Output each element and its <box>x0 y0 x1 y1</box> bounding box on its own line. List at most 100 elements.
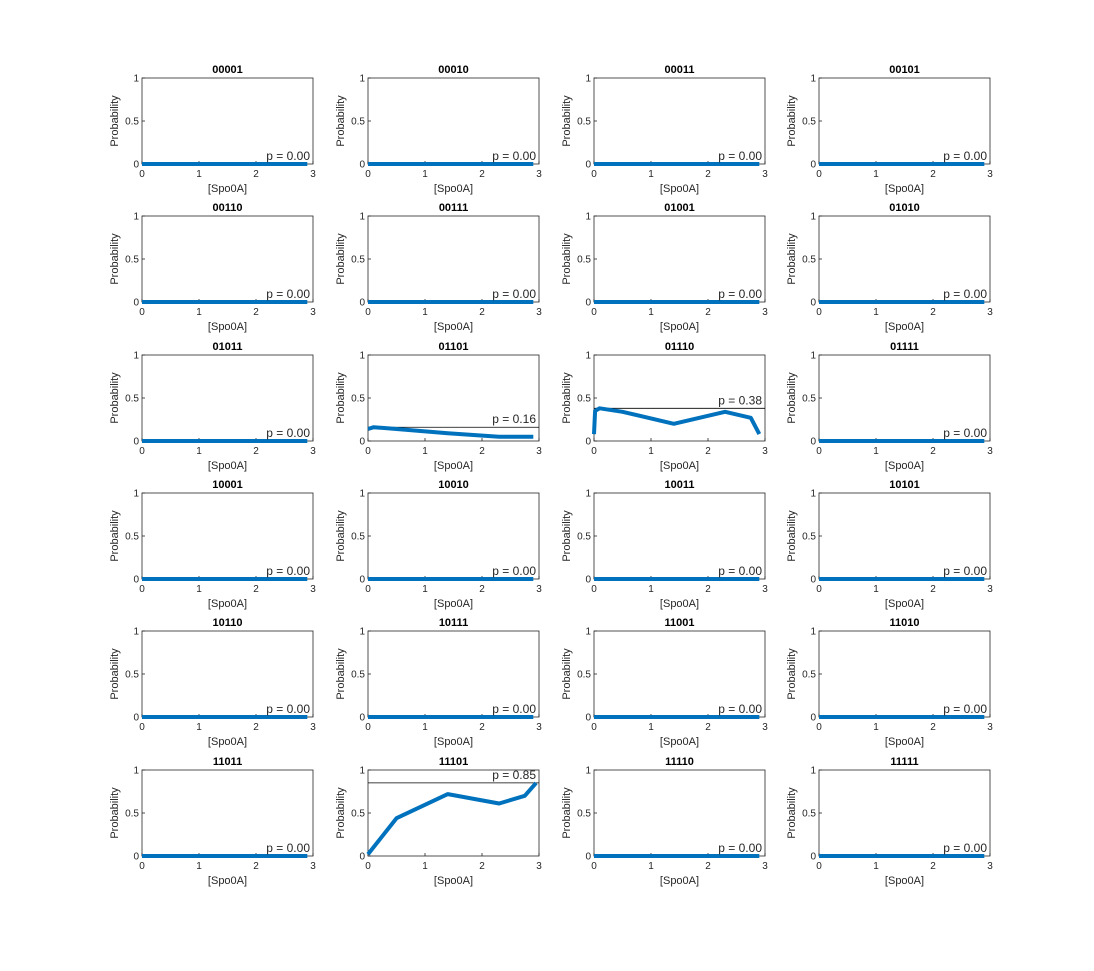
x-tick-label: 3 <box>987 584 993 595</box>
y-tick-label: 0 <box>585 160 591 171</box>
x-tick-label: 1 <box>873 446 879 457</box>
x-tick-label: 1 <box>873 722 879 733</box>
x-tick-label: 3 <box>536 722 542 733</box>
y-tick-label: 0 <box>810 575 816 586</box>
x-tick-label: 1 <box>648 446 654 457</box>
x-axis-label: [Spo0A] <box>885 875 924 887</box>
x-tick-label: 0 <box>139 722 145 733</box>
y-tick-label: 1 <box>359 627 365 638</box>
probability-annotation: p = 0.00 <box>718 287 762 301</box>
x-tick-label: 1 <box>422 446 428 457</box>
x-tick-label: 1 <box>648 861 654 872</box>
x-axis-label: [Spo0A] <box>885 183 924 195</box>
subplot-title: 00001 <box>212 64 243 76</box>
x-tick-label: 3 <box>310 169 316 180</box>
y-tick-label: 0.5 <box>125 117 139 128</box>
y-tick-label: 1 <box>810 627 816 638</box>
subplot-title: 11111 <box>890 756 918 768</box>
y-tick-label: 1 <box>585 351 591 362</box>
plot-area <box>141 492 314 580</box>
x-tick-label: 0 <box>591 307 597 318</box>
y-tick-label: 0 <box>133 575 139 586</box>
y-tick-label: 0 <box>585 298 591 309</box>
y-tick-label: 0.5 <box>351 117 365 128</box>
x-tick-label: 2 <box>930 446 936 457</box>
x-axis-label: [Spo0A] <box>660 736 699 748</box>
y-tick-label: 0 <box>359 437 365 448</box>
y-axis-label: Probability <box>109 510 121 562</box>
x-tick-label: 1 <box>873 584 879 595</box>
plot-area <box>593 492 766 580</box>
y-tick-label: 1 <box>133 627 139 638</box>
probability-annotation: p = 0.38 <box>718 393 762 407</box>
y-tick-label: 1 <box>133 74 139 85</box>
x-tick-label: 3 <box>310 307 316 318</box>
probability-annotation: p = 0.00 <box>266 149 310 163</box>
x-tick-label: 2 <box>253 861 259 872</box>
x-tick-label: 0 <box>591 169 597 180</box>
y-tick-label: 0 <box>810 713 816 724</box>
y-axis-label: Probability <box>109 233 121 285</box>
subplot-title: 11010 <box>890 617 920 629</box>
y-tick-label: 0.5 <box>351 394 365 405</box>
x-axis-label: [Spo0A] <box>208 875 247 887</box>
y-axis-label: Probability <box>335 787 347 839</box>
probability-annotation: p = 0.00 <box>492 702 536 716</box>
y-tick-label: 0.5 <box>802 532 816 543</box>
y-axis-label: Probability <box>561 233 573 285</box>
x-tick-label: 0 <box>591 446 597 457</box>
subplot-11111: 11111 0 1 2 3 0 0.5 1 [Spo0A] Probability p = 0.00 <box>786 756 993 887</box>
x-tick-label: 1 <box>648 169 654 180</box>
x-tick-label: 2 <box>253 446 259 457</box>
y-axis-label: Probability <box>786 233 798 285</box>
y-tick-label: 0.5 <box>802 394 816 405</box>
subplot-11010: 11010 0 1 2 3 0 0.5 1 [Spo0A] Probability p = 0.00 <box>786 617 993 748</box>
x-tick-label: 3 <box>987 169 993 180</box>
x-tick-label: 1 <box>648 722 654 733</box>
plot-area <box>141 77 314 165</box>
x-tick-label: 3 <box>310 861 316 872</box>
x-axis-label: [Spo0A] <box>885 598 924 610</box>
x-axis-label: [Spo0A] <box>885 736 924 748</box>
x-tick-label: 0 <box>591 584 597 595</box>
x-axis-label: [Spo0A] <box>660 183 699 195</box>
x-axis-label: [Spo0A] <box>434 736 473 748</box>
subplot-title: 01110 <box>665 341 694 353</box>
plot-area <box>141 215 314 303</box>
subplot-00011: 00011 0 1 2 3 0 0.5 1 [Spo0A] Probability p = 0.00 <box>561 64 768 195</box>
y-tick-label: 1 <box>133 766 139 777</box>
x-tick-label: 0 <box>139 446 145 457</box>
x-axis-label: [Spo0A] <box>208 736 247 748</box>
x-tick-label: 1 <box>422 861 428 872</box>
subplot-title: 10001 <box>212 479 243 491</box>
y-tick-label: 0.5 <box>802 117 816 128</box>
probability-annotation: p = 0.00 <box>943 426 987 440</box>
probability-annotation: p = 0.00 <box>492 287 536 301</box>
y-tick-label: 1 <box>810 74 816 85</box>
y-tick-label: 0 <box>810 298 816 309</box>
x-tick-label: 2 <box>253 722 259 733</box>
x-axis-label: [Spo0A] <box>208 598 247 610</box>
subplot-10111: 10111 0 1 2 3 0 0.5 1 [Spo0A] Probability p = 0.00 <box>335 617 542 748</box>
subplot-title: 00101 <box>889 64 920 76</box>
x-tick-label: 2 <box>930 169 936 180</box>
probability-annotation: p = 0.85 <box>492 768 536 782</box>
subplot-00001: 00001 0 1 2 3 0 0.5 1 [Spo0A] Probability p = 0.00 <box>109 64 316 195</box>
x-tick-label: 3 <box>762 584 768 595</box>
y-axis-label: Probability <box>786 372 798 424</box>
y-axis-label: Probability <box>786 510 798 562</box>
y-tick-label: 0.5 <box>351 809 365 820</box>
x-tick-label: 2 <box>479 584 485 595</box>
x-tick-label: 2 <box>479 861 485 872</box>
subplot-title: 00011 <box>665 64 695 76</box>
plot-area <box>818 630 991 718</box>
plot-area <box>818 769 991 857</box>
y-tick-label: 1 <box>359 212 365 223</box>
x-tick-label: 2 <box>705 722 711 733</box>
subplot-title: 10011 <box>665 479 695 491</box>
y-tick-label: 0 <box>585 575 591 586</box>
x-tick-label: 0 <box>816 446 822 457</box>
y-tick-label: 1 <box>585 627 591 638</box>
plot-area <box>141 769 314 857</box>
